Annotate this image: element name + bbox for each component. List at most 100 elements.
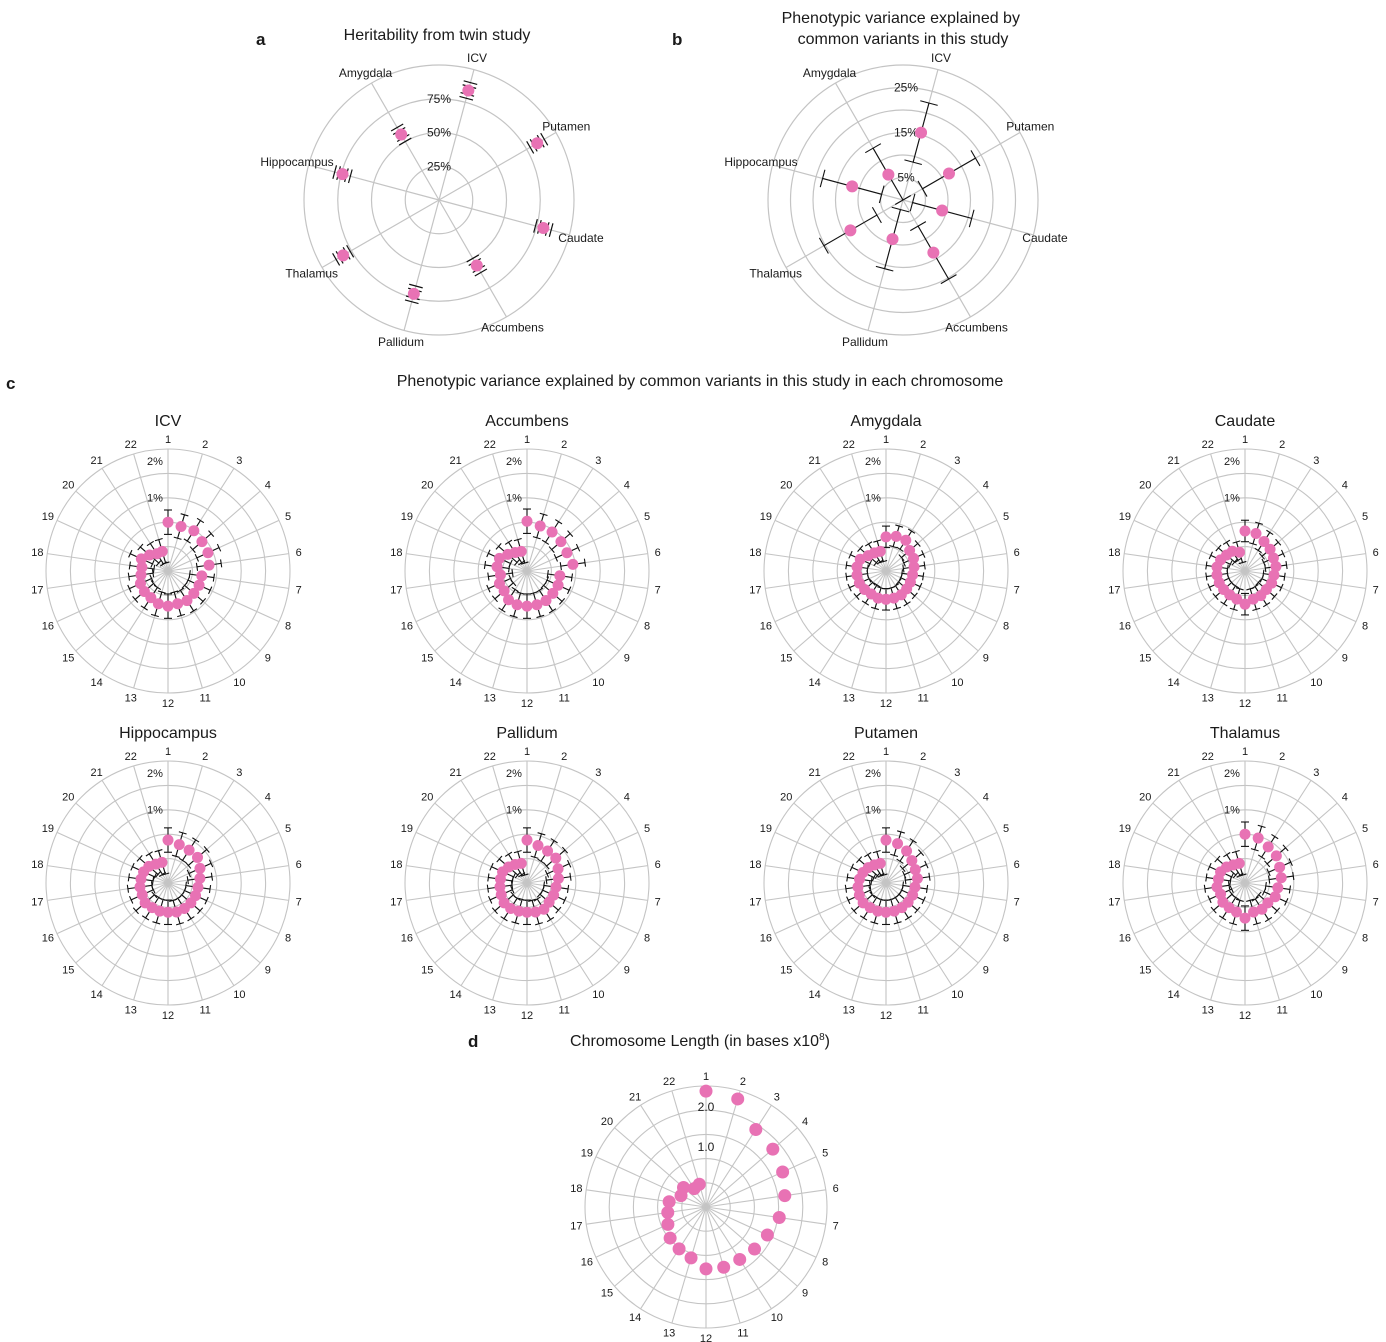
error-bar-cap xyxy=(873,894,881,900)
error-bar-cap xyxy=(169,898,178,902)
error-bar-cap xyxy=(208,586,213,595)
category-label: 16 xyxy=(401,621,413,633)
ring-label: 2.0 xyxy=(698,1100,715,1114)
data-point-16 xyxy=(493,578,505,590)
category-label: 9 xyxy=(983,652,989,664)
category-label: 13 xyxy=(1202,1005,1214,1017)
error-bar-cap xyxy=(146,540,154,547)
category-label: 3 xyxy=(1313,455,1319,467)
error-bar-cap xyxy=(171,854,180,858)
category-label: 9 xyxy=(265,964,271,976)
error-bar-cap xyxy=(504,851,513,857)
panel-c-polar-chart-icv: 1 23456789101112131415161718192021221%2%I… xyxy=(31,413,302,710)
category-label: 18 xyxy=(1108,547,1120,559)
data-point-12 xyxy=(699,1262,713,1276)
error-bar-cap xyxy=(910,221,927,232)
error-bar-cap xyxy=(1231,849,1240,854)
error-bar-cap xyxy=(569,872,572,881)
error-bar-cap xyxy=(1203,884,1207,893)
data-point-22 xyxy=(156,545,168,557)
data-point-caudate xyxy=(936,204,949,217)
category-label: 2 xyxy=(202,751,208,763)
error-bar-cap xyxy=(903,601,911,607)
category-label: 7 xyxy=(833,1220,839,1232)
data-point-2 xyxy=(173,839,185,851)
error-bar-cap xyxy=(925,884,929,893)
error-bar-cap xyxy=(1250,848,1259,852)
error-bar-cap xyxy=(911,592,918,600)
error-bar-cap xyxy=(873,559,880,567)
error-bar-cap xyxy=(155,894,163,900)
data-point-8 xyxy=(760,1228,774,1242)
category-label: 3 xyxy=(954,455,960,467)
error-bar-cap xyxy=(203,846,210,853)
ring-label: 25% xyxy=(894,81,918,95)
spoke-5 xyxy=(526,831,639,884)
ring-label: 1% xyxy=(1224,805,1240,817)
category-label: 10 xyxy=(233,677,245,689)
category-label: 2 xyxy=(1279,439,1285,451)
subplot-title: Pallidum xyxy=(496,725,557,742)
category-label: Thalamus xyxy=(749,267,802,281)
category-label: 1 xyxy=(1242,434,1248,446)
error-bar-cap xyxy=(149,574,154,583)
data-point-hippocampus xyxy=(336,168,349,181)
category-label: 20 xyxy=(780,791,792,803)
error-bar-cap xyxy=(1255,891,1262,899)
error-bar-cap xyxy=(909,193,916,212)
category-label: 10 xyxy=(592,989,604,1001)
ring-label: 1% xyxy=(506,805,522,817)
error-bar-cap xyxy=(145,851,153,857)
error-bar-cap xyxy=(1218,915,1227,921)
category-label: Putamen xyxy=(1006,120,1054,134)
category-label: 14 xyxy=(91,677,103,689)
data-point-17 xyxy=(1211,569,1223,581)
data-point-13 xyxy=(511,599,523,611)
error-bar-cap xyxy=(1281,549,1286,558)
subplot-title: Amygdala xyxy=(850,413,921,430)
error-bar-cap xyxy=(878,185,885,204)
spoke-14 xyxy=(460,570,528,674)
category-label: 16 xyxy=(581,1256,593,1268)
data-point-5 xyxy=(776,1165,790,1179)
data-point-5 xyxy=(202,547,214,559)
error-bar-cap xyxy=(533,218,538,233)
data-point-16 xyxy=(661,1217,675,1231)
category-label: 14 xyxy=(450,677,462,689)
spoke-4 xyxy=(885,490,979,572)
data-point-2 xyxy=(532,840,544,852)
error-bar-cap xyxy=(204,896,209,905)
data-point-11 xyxy=(530,906,542,918)
data-point-3 xyxy=(1262,841,1274,853)
error-bar-cap xyxy=(127,873,130,882)
data-point-18 xyxy=(491,561,503,573)
error-bar-cap xyxy=(877,586,886,590)
category-label: 3 xyxy=(236,455,242,467)
error-bar-cap xyxy=(496,855,503,863)
category-label: 1 xyxy=(703,1071,709,1083)
data-point-5 xyxy=(1274,861,1286,873)
category-label: 12 xyxy=(521,1010,533,1022)
error-bar-cap xyxy=(152,921,161,925)
data-point-10 xyxy=(181,595,193,607)
category-label: 17 xyxy=(570,1220,582,1232)
ring-label: 5% xyxy=(897,171,915,185)
error-bar-cap xyxy=(489,862,494,871)
category-label: 19 xyxy=(42,823,54,835)
error-bar-cap xyxy=(889,544,898,549)
data-point-22 xyxy=(1234,546,1246,558)
grid-ring-3 xyxy=(337,98,541,302)
category-label: 18 xyxy=(1108,859,1120,871)
category-label: 15 xyxy=(421,964,433,976)
category-label: 14 xyxy=(1168,989,1180,1001)
error-bar-cap xyxy=(1279,583,1284,592)
data-point-6 xyxy=(778,1189,792,1203)
category-label: 2 xyxy=(561,751,567,763)
error-bar-cap xyxy=(141,915,150,921)
data-point-3 xyxy=(542,845,554,857)
category-label: 13 xyxy=(1202,693,1214,705)
category-label: 15 xyxy=(780,964,792,976)
ring-label: 50% xyxy=(427,126,451,140)
spoke-7 xyxy=(705,1206,826,1225)
spoke-10 xyxy=(167,570,235,674)
